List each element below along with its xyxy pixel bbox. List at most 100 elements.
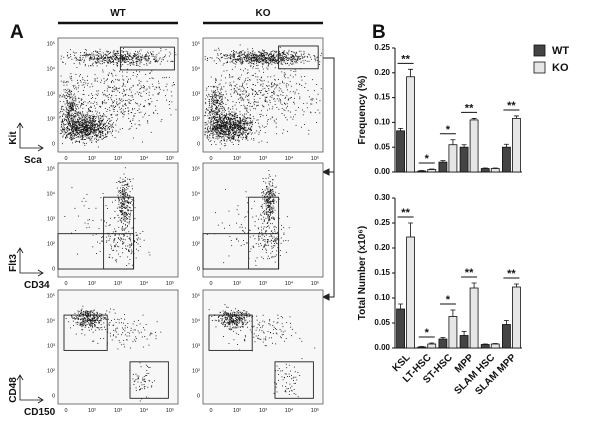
event-dot — [210, 57, 211, 58]
event-dot — [210, 112, 211, 113]
event-dot — [230, 54, 231, 55]
event-dot — [62, 131, 63, 132]
event-dot — [216, 109, 217, 110]
event-dot — [107, 88, 108, 89]
event-dot — [92, 123, 93, 124]
event-dot — [151, 132, 152, 133]
event-dot — [250, 59, 251, 60]
event-dot — [216, 100, 217, 101]
event-dot — [91, 122, 92, 123]
event-dot — [291, 70, 292, 71]
event-dot — [251, 55, 252, 56]
event-dot — [92, 128, 93, 129]
event-dot — [82, 120, 83, 121]
event-dot — [116, 101, 117, 102]
event-dot — [89, 54, 90, 55]
column-header: WT — [110, 8, 126, 19]
event-dot — [127, 205, 128, 206]
event-dot — [133, 99, 134, 100]
event-dot — [125, 202, 126, 203]
event-dot — [242, 134, 243, 135]
event-dot — [249, 129, 250, 130]
event-dot — [83, 134, 84, 135]
event-dot — [282, 113, 283, 114]
event-dot — [219, 132, 220, 133]
event-dot — [110, 218, 111, 219]
event-dot — [236, 92, 237, 93]
event-dot — [130, 238, 131, 239]
event-dot — [274, 51, 275, 52]
event-dot — [275, 63, 276, 64]
event-dot — [108, 132, 109, 133]
event-dot — [80, 131, 81, 132]
event-dot — [231, 89, 232, 90]
event-dot — [82, 55, 83, 56]
event-dot — [78, 87, 79, 88]
event-dot — [69, 98, 70, 99]
event-dot — [229, 111, 230, 112]
event-dot — [296, 89, 297, 90]
event-dot — [129, 238, 130, 239]
event-dot — [74, 135, 75, 136]
event-dot — [275, 52, 276, 53]
event-dot — [127, 208, 128, 209]
event-dot — [63, 129, 64, 130]
event-dot — [139, 105, 140, 106]
event-dot — [60, 133, 61, 134]
event-dot — [108, 74, 109, 75]
event-dot — [238, 89, 239, 90]
event-dot — [97, 140, 98, 141]
event-dot — [79, 127, 80, 128]
event-dot — [66, 117, 67, 118]
event-dot — [302, 110, 303, 111]
event-dot — [222, 134, 223, 135]
event-dot — [212, 94, 213, 95]
event-dot — [93, 55, 94, 56]
event-dot — [82, 126, 83, 127]
event-dot — [67, 109, 68, 110]
event-dot — [126, 89, 127, 90]
event-dot — [139, 51, 140, 52]
event-dot — [216, 107, 217, 108]
event-dot — [98, 90, 99, 91]
event-dot — [283, 92, 284, 93]
event-dot — [114, 50, 115, 51]
event-dot — [93, 114, 94, 115]
event-dot — [302, 58, 303, 59]
event-dot — [240, 131, 241, 132]
event-dot — [110, 224, 111, 225]
flow-plot — [203, 163, 323, 277]
event-dot — [75, 115, 76, 116]
event-dot — [225, 110, 226, 111]
event-dot — [132, 120, 133, 121]
event-dot — [85, 101, 86, 102]
event-dot — [235, 121, 236, 122]
event-dot — [252, 57, 253, 58]
event-dot — [214, 126, 215, 127]
event-dot — [218, 114, 219, 115]
event-dot — [61, 107, 62, 108]
event-dot — [133, 75, 134, 76]
event-dot — [81, 131, 82, 132]
event-dot — [113, 62, 114, 63]
event-dot — [136, 249, 137, 250]
event-dot — [111, 126, 112, 127]
event-dot — [113, 54, 114, 55]
event-dot — [111, 56, 112, 57]
event-dot — [125, 54, 126, 55]
event-dot — [62, 106, 63, 107]
event-dot — [85, 115, 86, 116]
event-dot — [83, 130, 84, 131]
event-dot — [77, 83, 78, 84]
event-dot — [90, 59, 91, 60]
event-dot — [81, 139, 82, 140]
event-dot — [265, 195, 266, 196]
event-dot — [277, 84, 278, 85]
event-dot — [92, 116, 93, 117]
event-dot — [226, 56, 227, 57]
event-dot — [97, 60, 98, 61]
event-dot — [121, 221, 122, 222]
y-tick-label: 10² — [47, 241, 55, 247]
event-dot — [79, 132, 80, 133]
event-dot — [234, 51, 235, 52]
